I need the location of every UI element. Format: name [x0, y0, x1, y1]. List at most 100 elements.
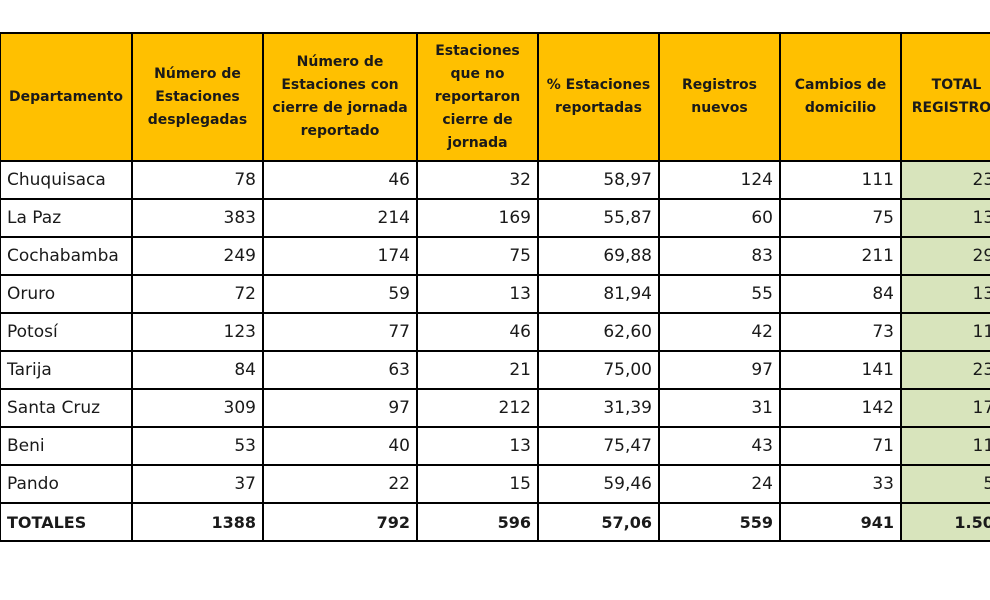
cell: 46: [416, 312, 539, 352]
cell: 62,60: [537, 312, 660, 352]
department-name: La Paz: [0, 198, 133, 238]
cell: 77: [262, 312, 418, 352]
cell: 249: [131, 236, 264, 276]
cell: 81,94: [537, 274, 660, 314]
cell: 75,47: [537, 426, 660, 466]
cell: 55,87: [537, 198, 660, 238]
column-header: Departamento: [0, 32, 133, 162]
department-name: Tarija: [0, 350, 133, 390]
cell: 212: [416, 388, 539, 428]
cell: 78: [131, 160, 264, 200]
cell: 13: [416, 274, 539, 314]
cell: 294: [900, 236, 990, 276]
cell: 141: [779, 350, 902, 390]
total-cell: 57,06: [537, 502, 660, 542]
total-cell: 941: [779, 502, 902, 542]
cell: 75: [416, 236, 539, 276]
cell: 83: [658, 236, 781, 276]
cell: 124: [658, 160, 781, 200]
cell: 21: [416, 350, 539, 390]
cell: 114: [900, 426, 990, 466]
cell: 84: [131, 350, 264, 390]
cell: 60: [658, 198, 781, 238]
cell: 24: [658, 464, 781, 504]
header-row: Departamento Número de Estaciones despleg…: [0, 32, 990, 162]
cell: 238: [900, 350, 990, 390]
cell: 84: [779, 274, 902, 314]
cell: 142: [779, 388, 902, 428]
cell: 55: [658, 274, 781, 314]
cell: 42: [658, 312, 781, 352]
cell: 169: [416, 198, 539, 238]
cell: 59: [262, 274, 418, 314]
total-cell: 1388: [131, 502, 264, 542]
data-table: Departamento Número de Estaciones despleg…: [0, 32, 990, 542]
cell: 22: [262, 464, 418, 504]
column-header: Estaciones que no reportaron cierre de j…: [416, 32, 539, 162]
total-cell: 596: [416, 502, 539, 542]
cell: 211: [779, 236, 902, 276]
cell: 97: [262, 388, 418, 428]
department-name: Chuquisaca: [0, 160, 133, 200]
cell: 115: [900, 312, 990, 352]
cell: 174: [262, 236, 418, 276]
cell: 72: [131, 274, 264, 314]
totals-label: TOTALES: [0, 502, 133, 542]
cell: 57: [900, 464, 990, 504]
cell: 31,39: [537, 388, 660, 428]
column-header: Número de Estaciones con cierre de jorna…: [262, 32, 418, 162]
cell: 33: [779, 464, 902, 504]
department-name: Pando: [0, 464, 133, 504]
cell: 383: [131, 198, 264, 238]
cell: 69,88: [537, 236, 660, 276]
cell: 53: [131, 426, 264, 466]
cell: 73: [779, 312, 902, 352]
cell: 123: [131, 312, 264, 352]
cell: 15: [416, 464, 539, 504]
cell: 40: [262, 426, 418, 466]
column-header: TOTAL REGISTROS: [900, 32, 990, 162]
department-name: Cochabamba: [0, 236, 133, 276]
cell: 32: [416, 160, 539, 200]
department-name: Oruro: [0, 274, 133, 314]
cell: 46: [262, 160, 418, 200]
total-cell: 559: [658, 502, 781, 542]
cell: 63: [262, 350, 418, 390]
department-name: Santa Cruz: [0, 388, 133, 428]
column-header: Número de Estaciones desplegadas: [131, 32, 264, 162]
column-header: Cambios de domicilio: [779, 32, 902, 162]
cell: 71: [779, 426, 902, 466]
cell: 309: [131, 388, 264, 428]
department-name: Beni: [0, 426, 133, 466]
cell: 31: [658, 388, 781, 428]
total-cell: 1.500: [900, 502, 990, 542]
cell: 214: [262, 198, 418, 238]
department-name: Potosí: [0, 312, 133, 352]
cell: 235: [900, 160, 990, 200]
cell: 139: [900, 274, 990, 314]
total-cell: 792: [262, 502, 418, 542]
cell: 58,97: [537, 160, 660, 200]
cell: 173: [900, 388, 990, 428]
cell: 75,00: [537, 350, 660, 390]
cell: 37: [131, 464, 264, 504]
column-header: % Estaciones reportadas: [537, 32, 660, 162]
cell: 75: [779, 198, 902, 238]
cell: 111: [779, 160, 902, 200]
cell: 43: [658, 426, 781, 466]
cell: 59,46: [537, 464, 660, 504]
cell: 13: [416, 426, 539, 466]
column-header: Registros nuevos: [658, 32, 781, 162]
cell: 97: [658, 350, 781, 390]
